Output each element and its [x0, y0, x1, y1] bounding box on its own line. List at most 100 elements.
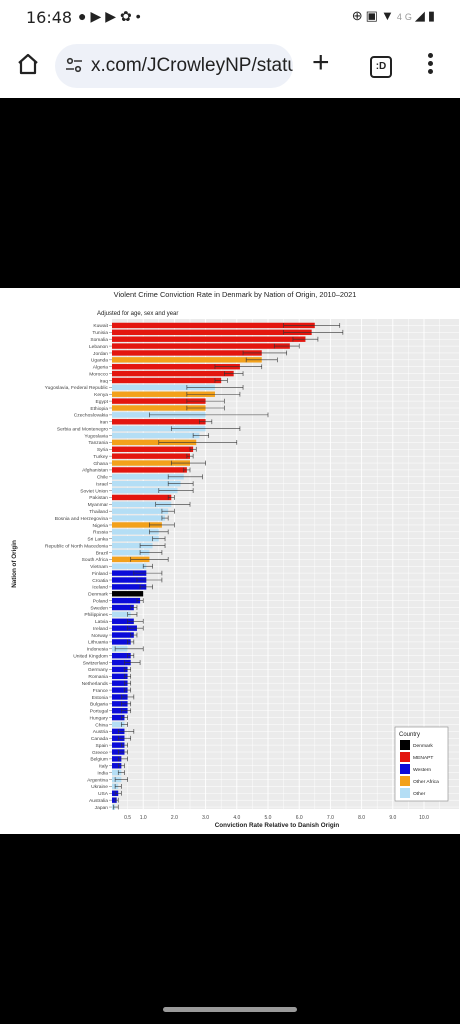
chart-svg: Violent Crime Conviction Rate in Denmark… — [11, 290, 459, 829]
y-tick-label: Nigeria — [93, 523, 109, 529]
y-tick-label: Myanmar — [88, 502, 109, 508]
y-tick-label: Denmark — [88, 592, 108, 598]
bar-sri-lanka — [112, 536, 159, 542]
bar-ethiopia — [112, 405, 206, 411]
bar-thailand — [112, 508, 169, 514]
y-tick-label: Algeria — [93, 365, 109, 371]
y-tick-label: Tunisia — [92, 330, 108, 336]
y-tick-label: Syria — [97, 447, 108, 453]
x-tick-label: 5.0 — [265, 815, 272, 821]
bar-norway — [112, 632, 134, 638]
y-tick-label: Japan — [95, 805, 109, 811]
y-tick-label: Uganda — [91, 358, 108, 364]
bar-lebanon — [112, 343, 290, 349]
site-settings-icon[interactable] — [65, 56, 83, 74]
bar-poland — [112, 597, 141, 604]
bar-iceland — [112, 584, 147, 590]
y-tick-label: Poland — [93, 598, 109, 604]
x-tick-label: 4.0 — [233, 815, 240, 821]
bar-denmark — [112, 591, 144, 597]
bar-yugoslavia-federal-republic — [112, 384, 215, 391]
y-tick-label: Ethiopia — [90, 406, 108, 412]
bar-uganda — [112, 357, 262, 363]
y-tick-label: Finland — [92, 571, 108, 577]
bar-philippines — [112, 611, 131, 618]
y-tick-label: Netherlands — [82, 681, 109, 687]
bar-algeria — [112, 364, 240, 370]
system-icons: ⊕▣▼4G◢▮ — [352, 8, 438, 24]
bar-tunisia — [112, 329, 312, 336]
x-tick-label: 0.5 — [124, 815, 131, 821]
y-tick-label: Soviet Union — [80, 488, 108, 494]
chart-title: Violent Crime Conviction Rate in Denmark… — [114, 290, 357, 299]
bar-romania — [112, 673, 128, 680]
y-tick-label: Norway — [91, 633, 108, 639]
chat-icon: ● — [78, 8, 91, 24]
x-tick-label: 10.0 — [419, 815, 429, 821]
y-tick-label: Kuwait — [93, 323, 108, 329]
home-gesture-bar[interactable] — [163, 1007, 297, 1012]
legend-label: Other — [413, 791, 426, 797]
y-tick-label: Ghana — [93, 461, 108, 467]
y-tick-label: Brazil — [96, 550, 108, 556]
overflow-menu-icon[interactable] — [428, 53, 434, 77]
status-time: 16:48 — [26, 8, 73, 27]
youtube-icon-2: ▶ — [105, 8, 121, 24]
bar-nigeria — [112, 522, 162, 528]
bar-syria — [112, 446, 194, 452]
bar-estonia — [112, 694, 128, 700]
y-tick-label: Argentina — [87, 777, 108, 783]
new-tab-icon[interactable]: + — [312, 46, 330, 79]
bar-france — [112, 687, 128, 693]
url-text: x.com/JCrowleyNP/statu — [91, 55, 293, 76]
bar-iraq — [112, 377, 222, 384]
home-icon[interactable] — [16, 52, 40, 76]
dot-icon: • — [135, 8, 145, 24]
bar-australia — [112, 797, 117, 803]
legend-swatch — [400, 776, 410, 786]
y-tick-label: Pakistan — [89, 495, 108, 501]
y-tick-label: Serbia and Montenegro — [57, 426, 108, 432]
y-tick-label: Belgium — [90, 757, 108, 763]
bar-lithuania — [112, 639, 131, 645]
bar-croatia — [112, 577, 147, 583]
x-axis-label: Conviction Rate Relative to Danish Origi… — [215, 822, 340, 829]
y-tick-label: Thailand — [89, 509, 108, 515]
bar-serbia-and-montenegro — [112, 425, 206, 432]
bar-hungary — [112, 714, 125, 721]
bar-germany — [112, 666, 128, 673]
y-tick-label: Romania — [88, 674, 108, 680]
y-tick-label: Iceland — [92, 585, 108, 591]
y-tick-label: Tanzania — [88, 440, 108, 446]
legend-label: Denmark — [413, 743, 433, 749]
x-tick-label: 1.0 — [140, 815, 147, 821]
bar-chile — [112, 474, 184, 480]
y-tick-label: Egypt — [95, 399, 108, 405]
y-tick-label: Chile — [97, 475, 108, 481]
y-tick-label: Bosnia and Herzegovina — [55, 516, 109, 522]
browser-toolbar: x.com/JCrowleyNP/statu + :D — [0, 34, 460, 98]
y-tick-label: Lebanon — [89, 344, 108, 350]
bar-myanmar — [112, 501, 172, 508]
url-bar[interactable]: x.com/JCrowleyNP/statu — [55, 44, 293, 88]
bar-switzerland — [112, 659, 131, 666]
y-tick-label: Afghanistan — [82, 468, 108, 474]
y-tick-label: Morocco — [89, 371, 108, 377]
y-tick-label: France — [93, 688, 109, 694]
y-tick-label: Portugal — [90, 709, 108, 715]
y-tick-label: United Kingdom — [73, 653, 108, 659]
chart-subtitle: Adjusted for age, sex and year — [97, 311, 178, 317]
y-tick-label: Greece — [92, 750, 108, 756]
y-tick-label: Turkey — [93, 454, 108, 460]
bar-bosnia-and-herzegovina — [112, 515, 166, 521]
bar-israel — [112, 480, 181, 487]
legend: Country Denmark MENAPT Western Other Africa… — [394, 726, 449, 802]
y-axis-label: Nation of Origin — [11, 540, 18, 588]
bar-italy — [112, 763, 122, 769]
y-tick-label: India — [97, 770, 108, 776]
pinwheel-icon: ✿ — [120, 8, 136, 24]
tab-switcher-button[interactable]: :D — [370, 56, 392, 78]
legend-label: MENAPT — [413, 755, 433, 761]
y-tick-label: Republic of North Macedonia — [45, 543, 108, 549]
y-tick-label: Austria — [93, 729, 109, 735]
